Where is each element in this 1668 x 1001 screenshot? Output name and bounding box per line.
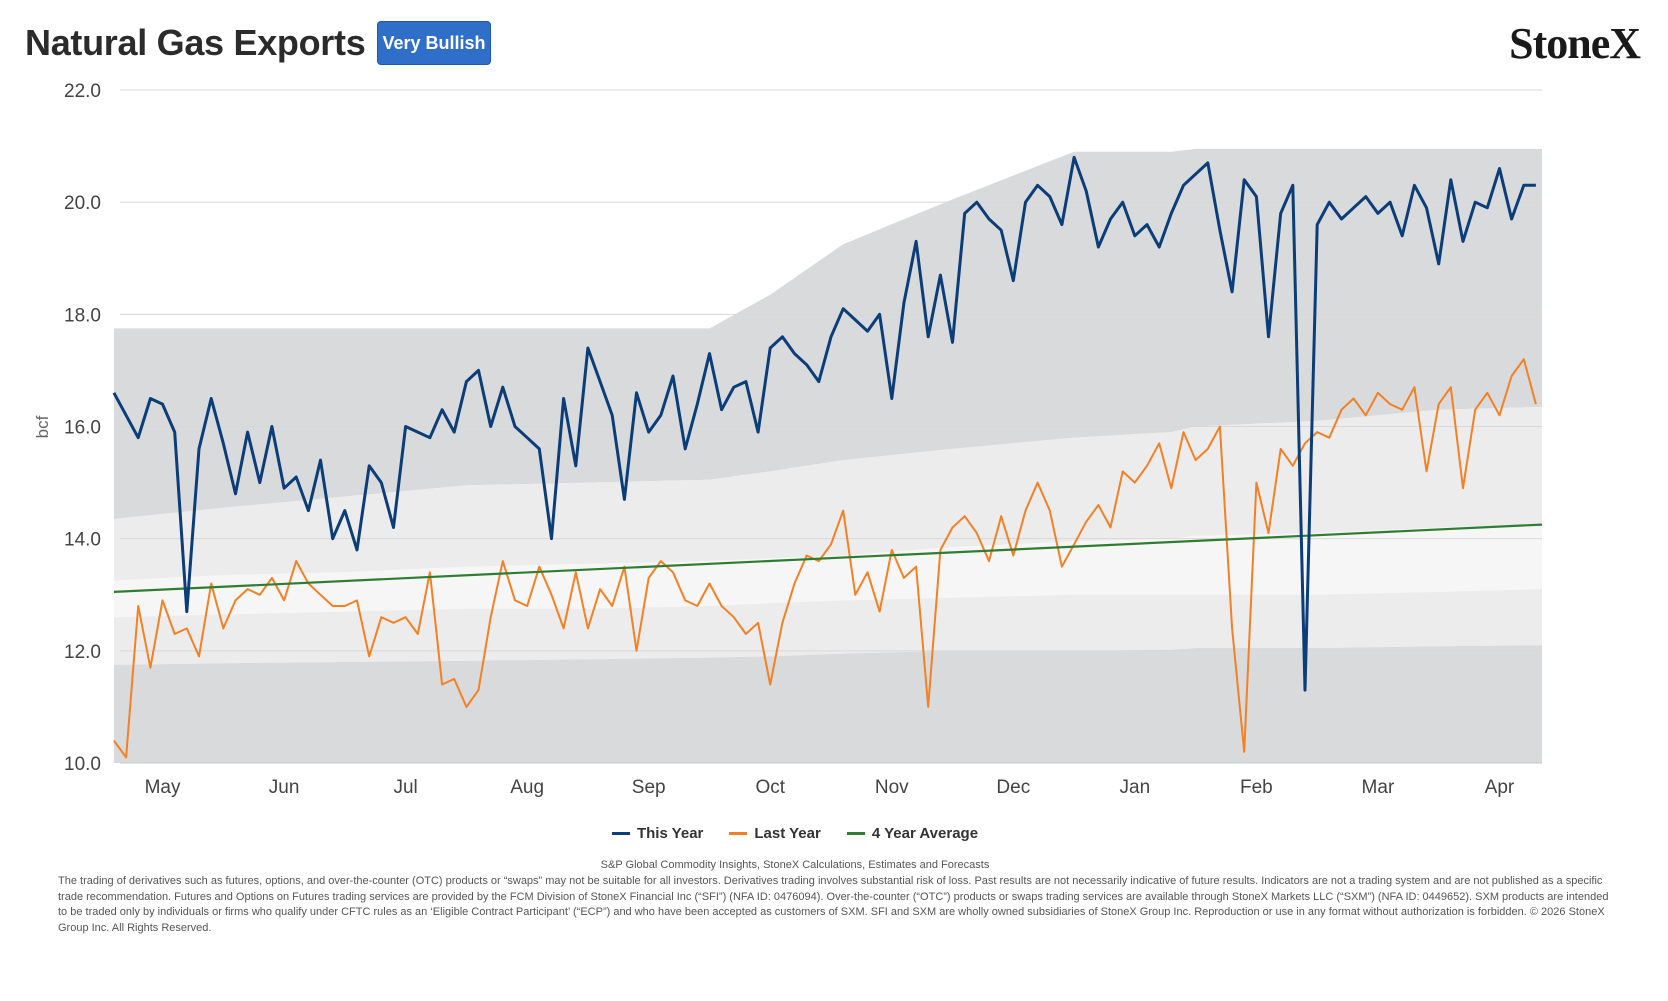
x-tick-label: Jul <box>393 777 417 798</box>
y-tick-label: 10.0 <box>64 754 101 775</box>
y-tick-label: 22.0 <box>64 81 101 102</box>
series-line-avg <box>113 523 1543 593</box>
x-tick-label: Oct <box>755 777 785 798</box>
x-tick-label: Jan <box>1120 777 1151 798</box>
y-tick-label: 16.0 <box>64 418 101 439</box>
y-tick-label: 14.0 <box>64 530 101 551</box>
range-band-bottom <box>113 645 1542 763</box>
x-tick-label: Dec <box>996 777 1030 798</box>
legend-four-year-average[interactable]: 4 Year Average <box>846 825 979 842</box>
stonex-logo: StoneX <box>1509 19 1641 68</box>
legend-this-year[interactable]: This Year <box>611 825 704 842</box>
legend-label-last-year: Last Year <box>754 825 821 842</box>
sentiment-badge: Very Bullish <box>377 21 491 65</box>
x-tick-label: Mar <box>1362 777 1395 798</box>
x-tick-label: Apr <box>1485 777 1515 798</box>
x-tick-label: Aug <box>510 777 544 798</box>
x-tick-label: Jun <box>269 777 300 798</box>
disclaimer-text: The trading of derivatives such as futur… <box>58 875 1609 934</box>
x-tick-label: Nov <box>875 777 909 798</box>
chart-legend: This Year Last Year 4 Year Average <box>0 825 1590 842</box>
range-band-lower-mid <box>113 524 1542 618</box>
legend-swatch-last-year <box>729 832 748 835</box>
range-band-upper-mid <box>113 406 1542 581</box>
legend-last-year[interactable]: Last Year <box>729 825 821 842</box>
exports-chart: 10.0 12.0 14.0 16.0 18.0 20.0 22.0 May Jun Jul Aug… <box>33 81 1543 798</box>
chart-title: Natural Gas Exports <box>25 22 366 63</box>
x-tick-label: May <box>145 777 181 798</box>
y-tick-label: 18.0 <box>64 305 101 326</box>
y-axis-label: bcf <box>33 415 52 438</box>
y-tick-label: 12.0 <box>64 642 101 663</box>
x-tick-label: Feb <box>1240 777 1273 798</box>
range-band-lower <box>113 589 1542 665</box>
x-tick-label: Sep <box>632 777 666 798</box>
source-note: S&P Global Commodity Insights, StoneX Ca… <box>600 859 990 871</box>
y-tick-label: 20.0 <box>64 193 101 214</box>
legend-label-this-year: This Year <box>636 825 704 842</box>
legend-swatch-this-year <box>611 832 630 835</box>
series-line-this-year <box>112 155 1536 692</box>
legend-swatch-four-year-average <box>846 832 865 835</box>
legend-label-four-year-average: 4 Year Average <box>871 825 979 842</box>
